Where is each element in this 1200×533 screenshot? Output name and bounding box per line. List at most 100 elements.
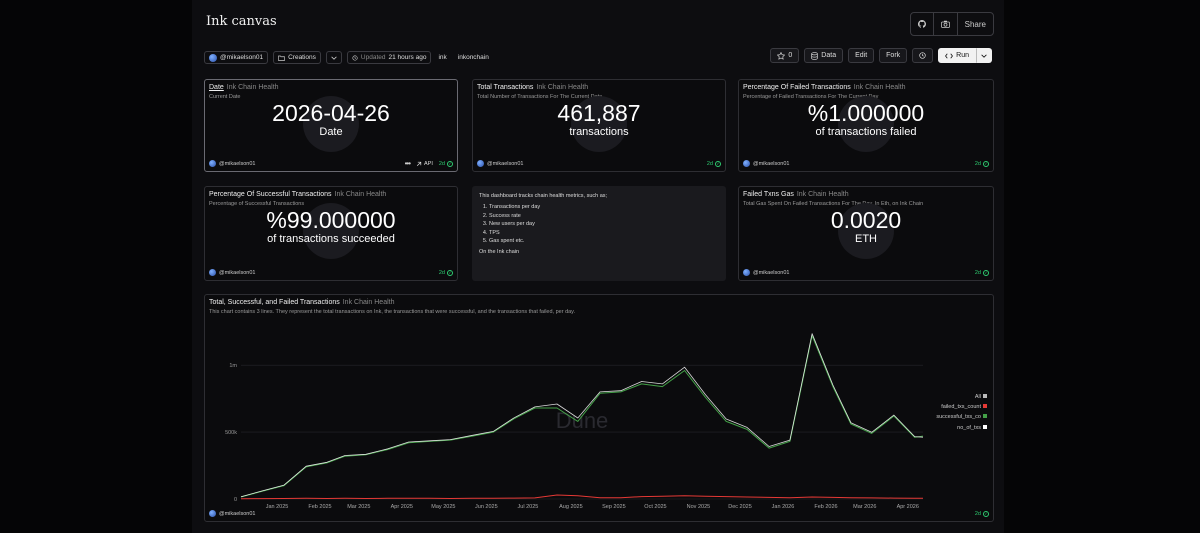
panel-title[interactable]: Failed Txns Gas (743, 191, 794, 198)
counter-label: ETH (855, 233, 877, 245)
date-panel[interactable]: Date Ink Chain Health Current Date 2026-0… (204, 79, 458, 172)
run-group: Run (938, 48, 992, 63)
edit-button[interactable]: Edit (848, 48, 875, 63)
y-tick-label: 0 (234, 497, 237, 503)
legend-swatch (983, 394, 987, 398)
freshness-badge[interactable]: 2d ✓ (438, 269, 453, 276)
freshness-badge[interactable]: 2d ✓ (974, 160, 989, 167)
legend-item-successful[interactable]: successful_txs_co (936, 412, 987, 422)
panel-creator[interactable]: @mikaelson01 (219, 269, 256, 276)
check-icon: ✓ (715, 160, 721, 167)
tag-inkonchain[interactable]: inkonchain (457, 54, 489, 61)
legend-label: failed_txs_count (941, 404, 981, 411)
freshness-badge[interactable]: 2d ✓ (706, 160, 721, 167)
y-tick-label: 1m (229, 363, 237, 369)
more-options-icon[interactable]: ••• (404, 159, 411, 168)
panel-subtitle[interactable]: Ink Chain Health (334, 191, 387, 198)
screenshot-button[interactable] (934, 13, 958, 35)
panel-header: Failed Txns Gas Ink Chain Health (743, 191, 849, 198)
counter-value: %99.000000 (266, 207, 396, 233)
github-icon (917, 20, 926, 28)
panel-creator[interactable]: @mikaelson01 (487, 160, 524, 167)
panel-subtitle[interactable]: Ink Chain Health (342, 299, 395, 306)
panel-footer: @mikaelson01 2d ✓ (209, 268, 453, 277)
history-button[interactable] (912, 48, 934, 63)
panel-footer: @mikaelson01 2d ✓ (209, 509, 989, 518)
run-button[interactable]: Run (938, 48, 976, 63)
freshness-badge[interactable]: 2d ✓ (974, 269, 989, 276)
panel-title[interactable]: Percentage Of Successful Transactions (209, 191, 332, 198)
action-row: 0 Data Edit Fork Run (770, 48, 992, 63)
legend-item-all[interactable]: All (936, 392, 987, 402)
series-line-no-of-txs (240, 333, 924, 498)
counter-backdrop (571, 96, 627, 152)
x-tick-label: Jun 2025 (475, 504, 498, 510)
updated-info: Updated 21 hours ago (346, 51, 432, 64)
tag-ink[interactable]: ink (438, 54, 447, 61)
panel-title[interactable]: Date (209, 84, 224, 91)
panel-title[interactable]: Total, Successful, and Failed Transactio… (209, 299, 340, 306)
legend-item-failed[interactable]: failed_txs_count (936, 402, 987, 412)
dashboard: Ink canvas Share @mikaelson01 Creations … (192, 0, 1004, 533)
x-tick-label: Mar 2026 (853, 504, 876, 510)
x-tick-label: Mar 2025 (347, 504, 370, 510)
success-percentage-panel[interactable]: Percentage Of Successful Transactions Ink… (204, 186, 458, 281)
total-transactions-panel[interactable]: Total Transactions Ink Chain Health Total… (472, 79, 726, 172)
transactions-chart-panel[interactable]: Total, Successful, and Failed Transactio… (204, 294, 994, 522)
panel-subtitle[interactable]: Ink Chain Health (226, 84, 279, 91)
panel-subtitle[interactable]: Ink Chain Health (853, 84, 906, 91)
legend-label: successful_txs_co (936, 414, 981, 421)
fork-button[interactable]: Fork (879, 48, 908, 63)
github-button[interactable] (911, 13, 934, 35)
failed-gas-panel[interactable]: Failed Txns Gas Ink Chain Health Total Ga… (738, 186, 994, 281)
panel-title[interactable]: Percentage Of Failed Transactions (743, 84, 851, 91)
api-button[interactable]: API (416, 161, 433, 167)
freshness-badge[interactable]: 2d ✓ (439, 160, 453, 167)
creations-button[interactable]: Creations (273, 51, 321, 64)
data-button[interactable]: Data (804, 48, 844, 63)
x-tick-label: Feb 2026 (814, 504, 837, 510)
x-tick-label: Oct 2025 (644, 504, 666, 510)
x-tick-label: Dec 2025 (728, 504, 752, 510)
right-margin (1004, 0, 1200, 533)
x-tick-label: Aug 2025 (559, 504, 583, 510)
clock-icon (919, 52, 926, 59)
freshness-label: 2d (974, 269, 981, 276)
freshness-label: 2d (438, 269, 445, 276)
panel-footer: @mikaelson01 ••• API 2d ✓ (209, 159, 453, 168)
panel-subtitle[interactable]: Ink Chain Health (796, 191, 849, 198)
legend-item-total[interactable]: no_of_txs (936, 423, 987, 433)
freshness-label: 2d (974, 160, 981, 167)
check-icon: ✓ (983, 269, 989, 276)
freshness-label: 2d (706, 160, 713, 167)
check-icon: ✓ (447, 269, 453, 276)
line-chart[interactable]: Dune 0 500k 1m Jan 2025 Feb 2025 Mar 2025 Apr 2… (205, 295, 995, 523)
folder-icon (278, 55, 285, 61)
failed-percentage-panel[interactable]: Percentage Of Failed Transactions Ink Cha… (738, 79, 994, 172)
star-button[interactable]: 0 (770, 48, 800, 63)
panel-creator[interactable]: @mikaelson01 (219, 160, 256, 167)
panel-subtitle[interactable]: Ink Chain Health (536, 84, 589, 91)
panel-creator[interactable]: @mikaelson01 (753, 160, 790, 167)
share-button[interactable]: Share (964, 19, 986, 29)
star-icon (777, 51, 786, 60)
panel-creator[interactable]: @mikaelson01 (753, 269, 790, 276)
panel-title[interactable]: Total Transactions (477, 84, 534, 91)
panel-header: Percentage Of Successful Transactions Ink… (209, 191, 386, 198)
legend-swatch (983, 414, 987, 419)
avatar (209, 160, 216, 167)
list-item: New users per day (489, 221, 607, 227)
panel-creator[interactable]: @mikaelson01 (219, 510, 256, 517)
x-tick-label: May 2025 (431, 504, 455, 510)
freshness-badge[interactable]: 2d ✓ (975, 510, 989, 517)
panel-description: Total Number of Transactions For The Cur… (477, 94, 603, 100)
legend-label: no_of_txs (957, 424, 981, 431)
counter-value: 461,887 (557, 100, 641, 126)
creations-dropdown[interactable] (325, 51, 342, 64)
legend-swatch (983, 424, 987, 429)
run-dropdown[interactable] (976, 48, 992, 63)
chevron-down-icon (981, 54, 987, 58)
counter-backdrop (838, 203, 894, 259)
creator-chip[interactable]: @mikaelson01 (204, 51, 269, 64)
api-label: API (424, 160, 433, 167)
